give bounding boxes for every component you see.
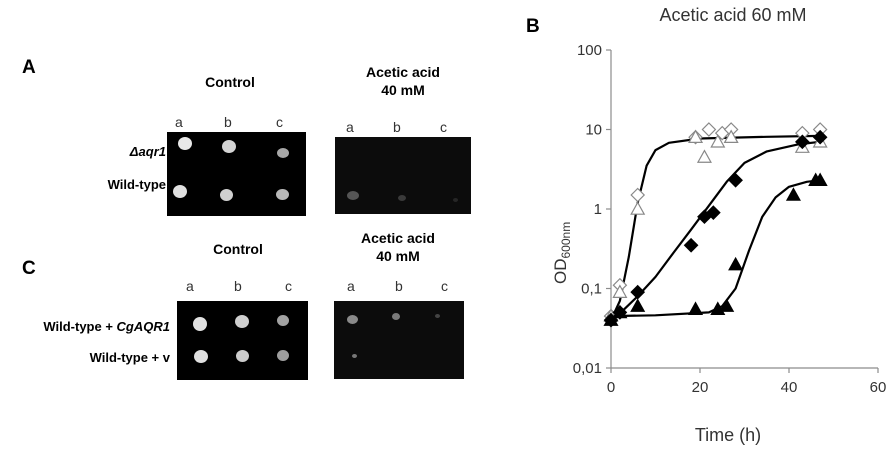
chart-title: Acetic acid 60 mM	[659, 5, 807, 25]
colony-spot	[235, 315, 249, 328]
panel-c-control-heading: Control	[213, 241, 263, 257]
panel-c-acid-heading-line2: 40 mM	[376, 248, 420, 264]
panel-a-acid-heading-line2: 40 mM	[381, 82, 425, 98]
open-triangle-point	[710, 134, 726, 148]
panel-c-acid-plate	[334, 301, 464, 379]
open-diamond-point	[701, 122, 717, 137]
panel-a-row-label-aqr1: Δaqr1	[129, 144, 166, 159]
y-tick-label: 100	[577, 42, 602, 59]
colony-spot	[236, 350, 249, 362]
chart-axes	[606, 49, 879, 373]
filled-triangle-point	[812, 172, 828, 187]
y-tick-label: 10	[585, 122, 602, 139]
open-triangle-point	[630, 201, 646, 215]
chart-points	[603, 122, 828, 328]
panel-c-acid-heading-line1: Acetic acid	[361, 230, 435, 246]
panel-c-acid-col-c: c	[441, 278, 448, 294]
filled-triangle-point	[785, 187, 801, 201]
colony-spot	[453, 198, 458, 202]
y-tick-label: 0,1	[581, 281, 602, 298]
filled-triangle-point	[612, 304, 628, 319]
open-triangle-point	[612, 284, 628, 298]
colony-spot	[347, 191, 359, 200]
colony-spot	[352, 354, 357, 358]
panel-a-control-heading: Control	[205, 74, 255, 90]
colony-spot	[193, 317, 207, 331]
y-axis-label: OD600nm	[551, 222, 573, 284]
panel-c-control-col-b: b	[234, 278, 242, 294]
filled-triangle-point	[603, 312, 619, 326]
open-triangle-point	[696, 149, 712, 163]
panel-a-acid-heading: Acetic acid 40 mM	[335, 63, 471, 99]
colony-spot	[392, 313, 400, 320]
panel-c-control-col-a: a	[186, 278, 194, 294]
colony-spot	[173, 185, 187, 198]
filled-diamond-point	[706, 205, 721, 220]
colony-spot	[222, 140, 236, 153]
panel-a-acid-heading-line1: Acetic acid	[366, 64, 440, 80]
colony-spot	[277, 148, 289, 158]
filled-diamond-point	[728, 172, 743, 188]
panel-a-control-plate	[167, 132, 306, 216]
open-triangle-point	[688, 129, 704, 144]
colony-spot	[347, 315, 358, 324]
colony-spot	[276, 189, 289, 200]
filled-diamond-point	[630, 284, 646, 300]
filled-triangle-point	[688, 301, 704, 315]
panel-a-row-label-wildtype: Wild-type	[107, 177, 166, 192]
panel-c-acid-col-a: a	[347, 278, 355, 294]
x-tick-label: 40	[781, 379, 798, 396]
y-tick-label: 1	[594, 201, 602, 218]
panel-c-control-plate	[177, 301, 308, 380]
filled-triangle-point	[630, 298, 646, 312]
colony-spot	[178, 137, 192, 150]
panel-a-acid-col-b: b	[393, 119, 401, 135]
filled-triangle-point	[719, 298, 735, 312]
chart-tick-labels: 0,01 0,1 1 10 100 0 20 40 60	[573, 42, 887, 396]
x-axis-label: Time (h)	[695, 425, 761, 445]
colony-spot	[398, 195, 406, 201]
panel-c-row-label-cgaqr1: Wild-type + CgAQR1	[43, 319, 170, 334]
panel-c-row-label-vector: Wild-type + v	[89, 350, 170, 365]
colony-spot	[220, 189, 233, 201]
panel-a-control-col-c: c	[276, 114, 283, 130]
panel-a-acid-col-c: c	[440, 119, 447, 135]
open-triangle-point	[723, 129, 739, 144]
panel-a-control-col-b: b	[224, 114, 232, 130]
colony-spot	[435, 314, 440, 318]
panel-a-acid-plate	[335, 137, 471, 214]
filled-diamond-point	[683, 237, 699, 253]
panel-c-acid-heading: Acetic acid 40 mM	[330, 229, 466, 265]
panel-c-control-col-c: c	[285, 278, 292, 294]
x-tick-label: 20	[692, 379, 709, 396]
x-tick-label: 60	[870, 379, 887, 396]
panel-a-letter: A	[22, 57, 36, 78]
open-diamond-point	[630, 187, 646, 203]
panel-a-acid-col-a: a	[346, 119, 354, 135]
colony-spot	[277, 350, 289, 361]
panel-c-letter: C	[22, 258, 36, 279]
filled-diamond-point	[795, 134, 810, 150]
colony-spot	[194, 350, 208, 363]
filled-triangle-point	[728, 256, 744, 271]
y-tick-label: 0,01	[573, 360, 602, 377]
x-tick-label: 0	[607, 379, 615, 396]
panel-b-letter: B	[526, 16, 540, 37]
panel-c-acid-col-b: b	[395, 278, 403, 294]
filled-diamond-point	[812, 129, 828, 145]
panel-a-control-col-a: a	[175, 114, 183, 130]
colony-spot	[277, 315, 289, 326]
